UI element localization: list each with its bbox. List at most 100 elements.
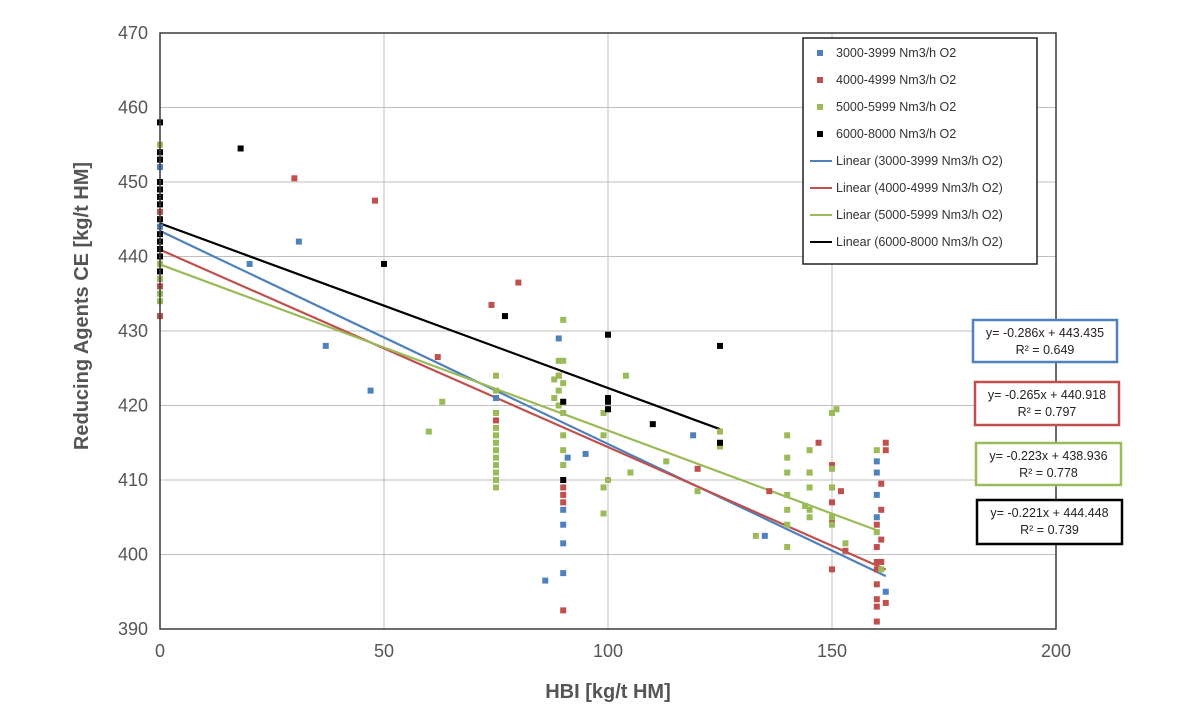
data-point	[627, 469, 634, 476]
data-point	[829, 409, 835, 416]
data-point	[873, 581, 880, 588]
tick-labels: 0 50 100 150 200 390 400 410 420 430 440 450 460 470	[118, 23, 1071, 661]
data-point	[555, 402, 562, 409]
data-point	[237, 145, 244, 152]
x-tick-label: 50	[374, 641, 394, 661]
data-point	[560, 499, 567, 506]
data-point	[560, 357, 567, 364]
data-point	[663, 458, 670, 465]
data-points	[157, 119, 889, 625]
data-point	[717, 439, 723, 446]
data-point	[873, 558, 880, 565]
data-point	[829, 484, 835, 491]
trend-equation: y= -0.286x + 443.435	[986, 326, 1104, 340]
y-tick-label: 470	[118, 23, 148, 43]
data-point	[560, 491, 567, 498]
data-point	[582, 450, 589, 457]
equation-box-border	[971, 318, 1119, 364]
legend-trend-label: Linear (5000-5999 Nm3/h O2)	[836, 208, 1003, 222]
data-point	[605, 406, 611, 413]
data-point	[690, 432, 697, 439]
data-point	[493, 432, 499, 439]
data-point	[493, 439, 499, 446]
data-point	[560, 432, 567, 439]
y-tick-label: 460	[118, 98, 148, 118]
data-point	[493, 477, 499, 483]
x-axis-title: HBI [kg/t HM]	[545, 681, 671, 703]
data-point	[560, 506, 567, 513]
series-1-points	[157, 164, 889, 595]
data-point	[784, 469, 791, 476]
data-point	[600, 510, 607, 517]
data-point	[560, 477, 567, 483]
legend-trend-label: Linear (6000-8000 Nm3/h O2)	[836, 235, 1003, 249]
data-point	[425, 428, 432, 435]
data-point	[493, 372, 499, 379]
data-point	[829, 521, 835, 528]
data-point	[873, 618, 880, 625]
data-point	[564, 454, 571, 461]
data-point	[551, 395, 558, 402]
data-point	[291, 175, 298, 182]
data-point	[829, 566, 835, 573]
x-tick-label: 0	[155, 641, 165, 661]
y-tick-label: 390	[118, 619, 148, 639]
trendline-series-4	[159, 222, 721, 431]
data-point	[560, 607, 567, 614]
equation-box-series-2: y= -0.265x + 440.918 R² = 0.797	[973, 380, 1121, 427]
data-point	[873, 603, 880, 610]
series-4-points	[157, 119, 723, 483]
data-point	[829, 517, 835, 524]
data-point	[873, 529, 880, 536]
data-point	[717, 342, 723, 349]
legend-marker	[817, 77, 823, 83]
legend-trend-label: Linear (4000-4999 Nm3/h O2)	[836, 181, 1003, 195]
data-point	[873, 447, 880, 454]
data-point	[829, 465, 835, 472]
data-point	[493, 469, 499, 476]
equation-box-series-3: y= -0.223x + 438.936 R² = 0.778	[974, 441, 1123, 487]
data-point	[802, 503, 809, 510]
data-point	[717, 443, 723, 450]
legend-marker	[817, 131, 823, 137]
r-squared: R² = 0.739	[1020, 523, 1079, 537]
equation-box-series-4: y= -0.221x + 444.448 R² = 0.739	[975, 498, 1124, 546]
data-point	[694, 488, 701, 495]
data-point	[882, 439, 889, 446]
data-point	[600, 409, 607, 416]
data-point	[600, 484, 607, 491]
data-point	[555, 357, 562, 364]
data-point	[752, 532, 759, 539]
legend-marker	[817, 50, 823, 56]
data-point	[381, 260, 387, 267]
data-point	[560, 462, 567, 469]
data-point	[842, 547, 849, 554]
data-point	[555, 372, 562, 379]
data-point	[501, 313, 508, 320]
x-tick-label: 150	[817, 641, 847, 661]
data-point	[493, 387, 499, 394]
y-tick-label: 420	[118, 396, 148, 416]
data-point	[560, 380, 567, 387]
data-point	[873, 491, 880, 498]
data-point	[842, 540, 849, 547]
data-point	[295, 238, 302, 245]
trendline-series-3	[159, 263, 878, 532]
data-point	[878, 536, 885, 543]
data-point	[833, 406, 840, 413]
trend-equation: y= -0.221x + 444.448	[990, 506, 1108, 520]
data-point	[882, 588, 889, 595]
x-tick-label: 200	[1041, 641, 1071, 661]
data-point	[560, 409, 567, 416]
data-point	[488, 301, 495, 308]
data-point	[560, 398, 567, 405]
equation-box-border	[973, 380, 1121, 427]
data-point	[493, 454, 499, 461]
data-point	[873, 514, 880, 521]
data-point	[493, 484, 499, 491]
data-point	[694, 465, 701, 472]
data-point	[493, 417, 499, 424]
data-point	[367, 387, 374, 394]
